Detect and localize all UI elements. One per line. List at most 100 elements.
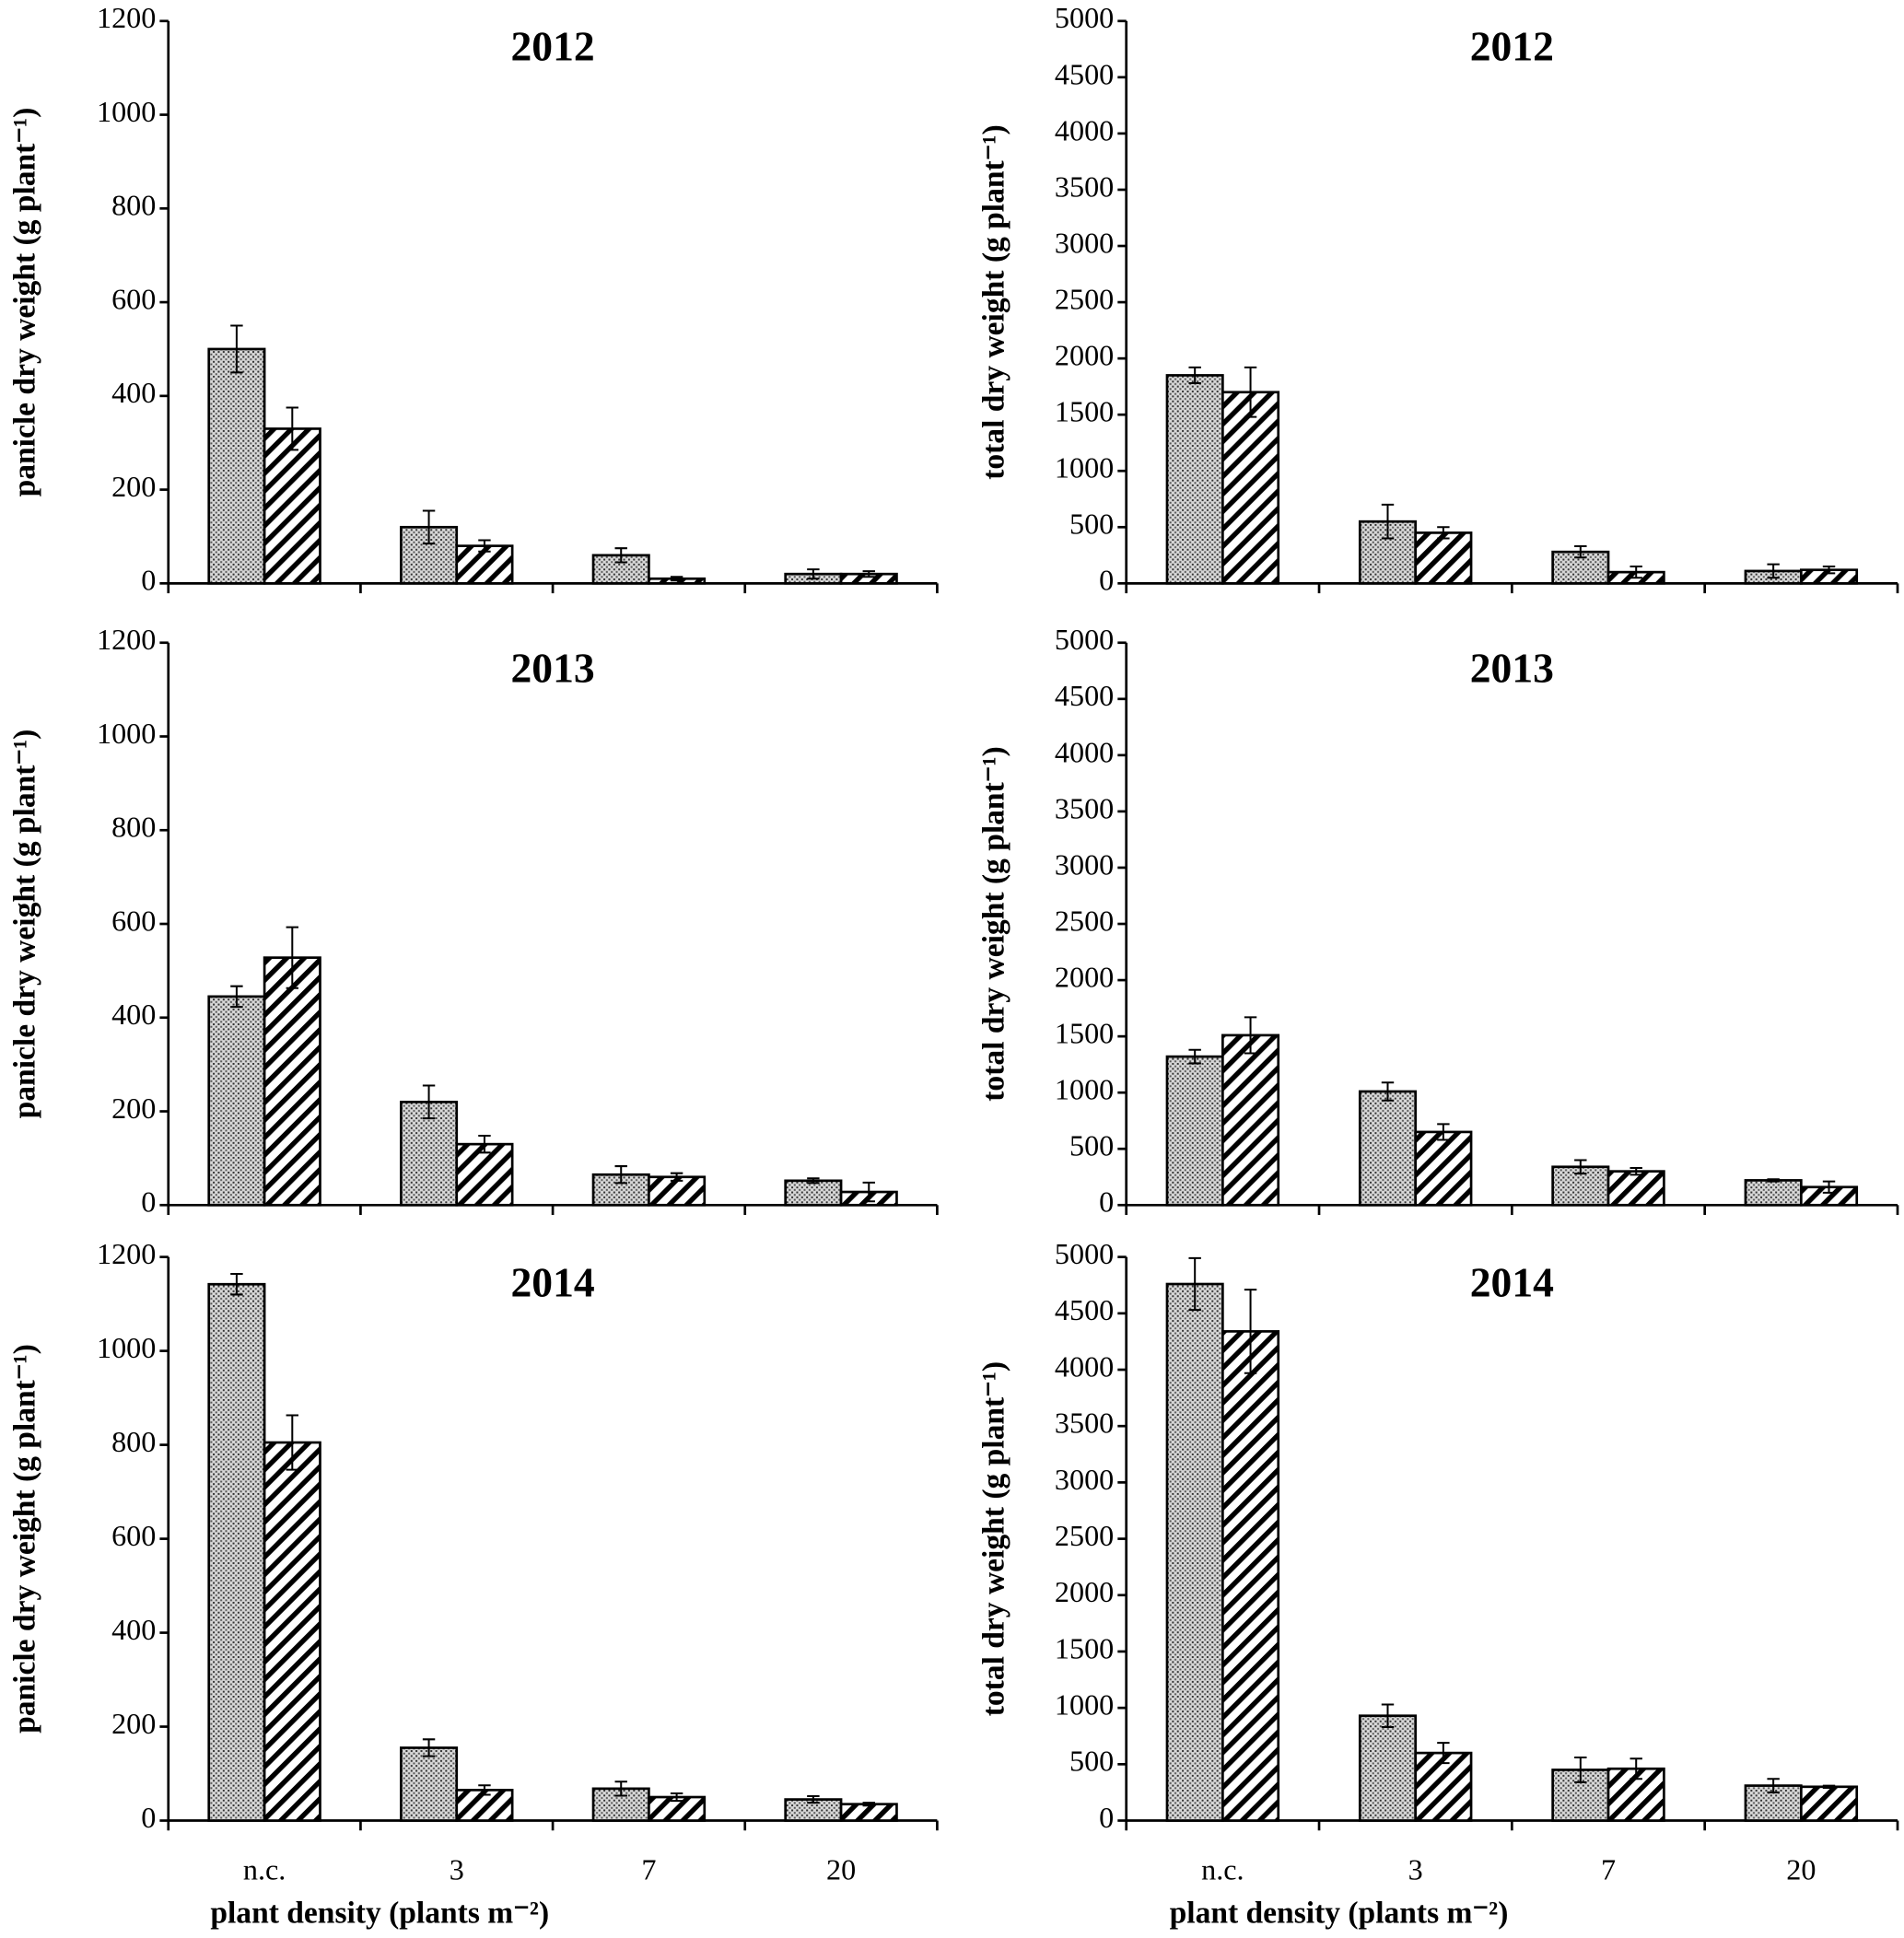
error-bar — [1574, 1756, 1587, 1783]
bar — [1221, 1033, 1280, 1207]
bar — [207, 995, 266, 1207]
y-tick-label: 500 — [1069, 1129, 1114, 1162]
x-tick-label: 7 — [641, 1852, 656, 1885]
bar — [400, 1746, 459, 1822]
y-tick-label: 1500 — [1055, 1017, 1114, 1050]
y-tick-label: 1500 — [1055, 395, 1114, 428]
y-tick-label: 2000 — [1055, 339, 1114, 372]
error-bar — [670, 576, 683, 582]
error-bar — [1629, 1757, 1642, 1780]
y-tick-label: 500 — [1069, 1745, 1114, 1778]
y-tick-label: 800 — [111, 189, 156, 222]
y-tick-label: 0 — [141, 564, 156, 597]
panel-title: 2013 — [1470, 644, 1554, 691]
error-bar — [862, 570, 875, 578]
error-bar — [1437, 526, 1450, 540]
y-tick-label: 1200 — [97, 1237, 156, 1270]
error-bar — [1244, 1289, 1257, 1374]
bar — [207, 347, 266, 585]
y-tick-label: 200 — [111, 470, 156, 503]
error-bar — [1767, 1778, 1780, 1793]
y-tick-label: 4500 — [1055, 1293, 1114, 1326]
y-tick-label: 1000 — [1055, 1688, 1114, 1722]
y-axis-label: total dry weight (g plant⁻¹) — [977, 1361, 1011, 1716]
y-tick-label: 0 — [1099, 564, 1114, 597]
y-tick-label: 600 — [111, 1519, 156, 1552]
error-bar — [1767, 563, 1780, 579]
bar — [1414, 531, 1473, 585]
y-tick-label: 4000 — [1055, 1349, 1114, 1383]
bar — [1358, 1090, 1418, 1207]
x-tick-label: 7 — [1601, 1852, 1616, 1885]
bar — [1744, 1179, 1803, 1207]
y-tick-label: 200 — [111, 1092, 156, 1125]
bar — [839, 1803, 898, 1822]
y-tick-label: 400 — [111, 1613, 156, 1646]
error-bar — [230, 1272, 243, 1296]
bar — [263, 1441, 321, 1822]
y-tick-label: 2500 — [1055, 904, 1114, 937]
bar — [455, 1142, 514, 1207]
error-bar — [1244, 1016, 1257, 1055]
panel-title: 2014 — [1470, 1258, 1554, 1305]
y-tick-label: 5000 — [1055, 623, 1114, 656]
x-tick-label: 3 — [1408, 1852, 1423, 1885]
y-tick-label: 2000 — [1055, 1575, 1114, 1608]
y-tick-label: 200 — [111, 1707, 156, 1740]
error-bar — [807, 568, 820, 580]
y-tick-label: 1000 — [97, 1331, 156, 1364]
x-tick-label: 20 — [826, 1852, 856, 1885]
error-bar — [1188, 366, 1201, 385]
y-tick-label: 400 — [111, 998, 156, 1031]
error-bar — [422, 1738, 436, 1757]
y-axis-label: total dry weight (g plant⁻¹) — [977, 746, 1011, 1101]
panel-title: 2014 — [510, 1258, 594, 1305]
y-tick-label: 3000 — [1055, 847, 1114, 881]
error-bar — [614, 547, 627, 564]
x-tick-label: n.c. — [1201, 1852, 1244, 1885]
error-bar — [670, 1792, 683, 1803]
y-tick-label: 500 — [1069, 508, 1114, 541]
y-tick-label: 0 — [141, 1801, 156, 1834]
error-bar — [1188, 1256, 1201, 1312]
panel-title: 2012 — [1470, 22, 1554, 69]
error-bar — [1381, 503, 1395, 540]
bar — [1800, 1785, 1859, 1822]
y-tick-label: 3000 — [1055, 226, 1114, 259]
error-bar — [1629, 1166, 1642, 1176]
y-tick-label: 1200 — [97, 623, 156, 656]
error-bar — [1437, 1742, 1450, 1765]
error-bar — [478, 539, 491, 553]
y-tick-label: 600 — [111, 904, 156, 937]
y-tick-label: 1200 — [97, 1, 156, 34]
error-bar — [478, 1134, 491, 1154]
bar — [1358, 1714, 1418, 1822]
error-bar — [614, 1165, 627, 1185]
y-tick-label: 1000 — [1055, 1073, 1114, 1106]
y-axis-label: total dry weight (g plant⁻¹) — [977, 124, 1011, 479]
bar — [1165, 374, 1224, 585]
y-tick-label: 5000 — [1055, 1237, 1114, 1270]
y-tick-label: 2000 — [1055, 960, 1114, 993]
y-tick-label: 0 — [141, 1185, 156, 1219]
error-bar — [1188, 1048, 1201, 1065]
error-bar — [422, 1084, 436, 1120]
x-tick-label: n.c. — [243, 1852, 286, 1885]
y-tick-label: 2500 — [1055, 282, 1114, 315]
y-tick-label: 3500 — [1055, 791, 1114, 824]
y-axis-label: panicle dry weight (g plant⁻¹) — [8, 1344, 42, 1734]
bar — [1221, 391, 1280, 585]
y-tick-label: 1000 — [97, 95, 156, 128]
bar — [591, 554, 650, 585]
y-tick-label: 600 — [111, 282, 156, 315]
bar — [784, 1179, 843, 1207]
error-bar — [807, 1795, 820, 1804]
y-tick-label: 0 — [1099, 1185, 1114, 1219]
bar — [263, 427, 321, 585]
error-bar — [1437, 1123, 1450, 1141]
bar — [1165, 1055, 1224, 1207]
bar — [455, 1789, 514, 1822]
error-bar — [1629, 566, 1642, 579]
error-bar — [286, 406, 299, 451]
y-tick-label: 1500 — [1055, 1631, 1114, 1664]
